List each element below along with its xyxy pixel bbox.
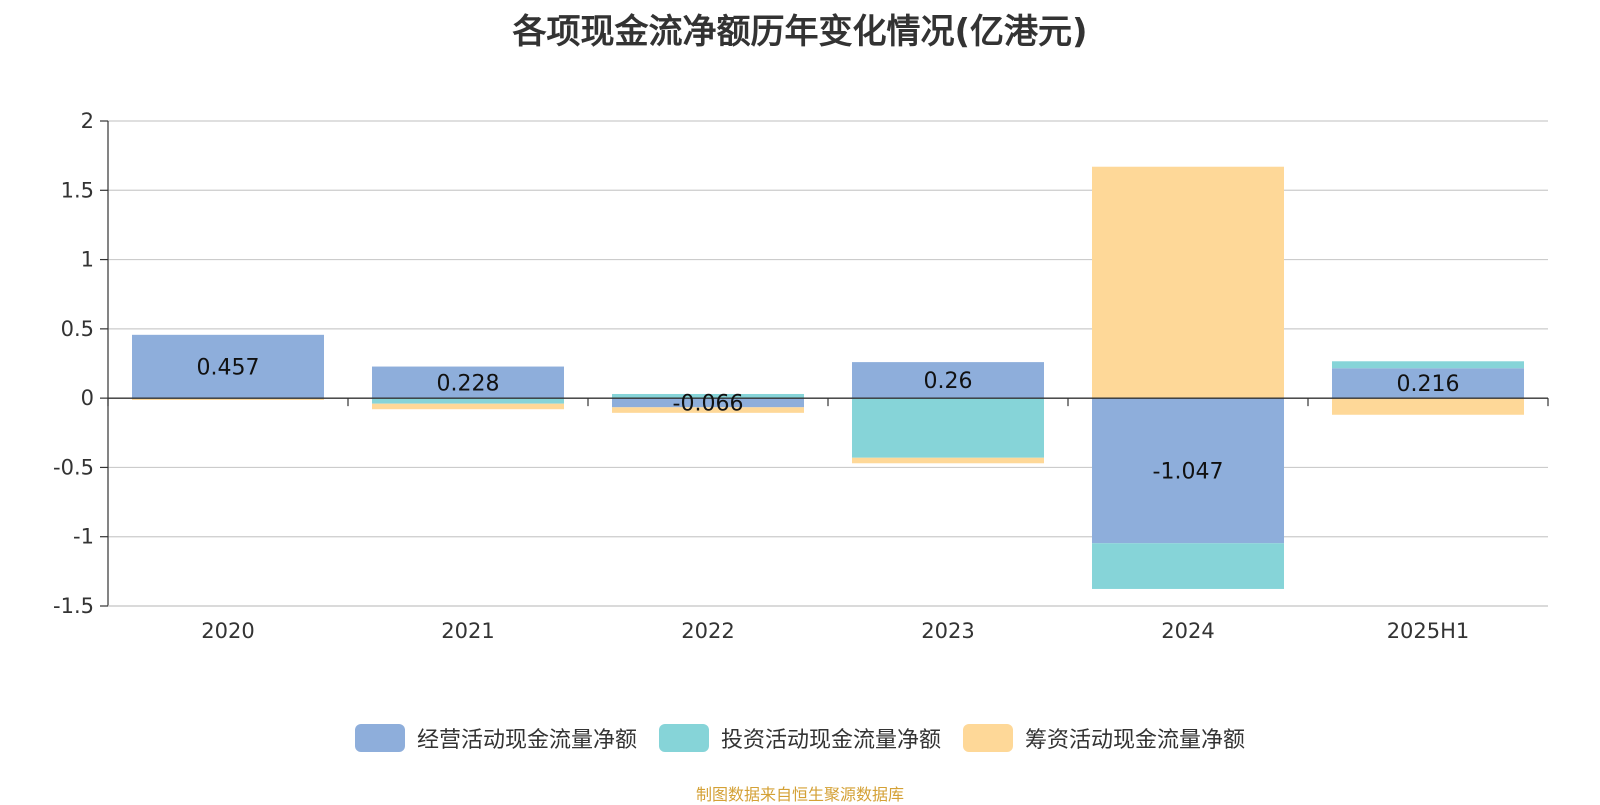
x-tick-label: 2024 <box>1161 619 1214 643</box>
x-tick-label: 2021 <box>441 619 494 643</box>
legend-swatch-financing <box>963 724 1013 752</box>
bar-2023-series-0 <box>852 362 1044 399</box>
x-tick-label: 2022 <box>681 619 734 643</box>
data-label: -0.066 <box>673 392 744 417</box>
bar-2024-series-0 <box>1092 398 1284 544</box>
bar-layer <box>132 166 1524 589</box>
bar-2020-series-2 <box>132 398 324 400</box>
legend-item-operating[interactable]: 经营活动现金流量净额 <box>354 722 637 754</box>
bar-2024-series-2 <box>1092 166 1284 399</box>
legend-swatch-operating <box>354 724 405 752</box>
y-tick-label: 0.5 <box>61 317 94 341</box>
bar-2025H1-series-0 <box>1332 368 1524 399</box>
bar-2021-series-0 <box>372 366 564 399</box>
chart-plot: 2 1.5 1 0.5 0 -0.5 -1 -1.5 2020 2021 2022 2023 2024… <box>53 109 1549 643</box>
bar-2025H1-series-1 <box>1332 361 1524 369</box>
source-note: 制图数据来自恒生聚源数据库 <box>695 785 904 804</box>
legend-label-operating: 经营活动现金流量净额 <box>416 728 637 753</box>
bar-2023-series-1 <box>852 398 1044 458</box>
y-tick-label: -0.5 <box>53 455 94 479</box>
data-label: -1.047 <box>1153 460 1224 485</box>
axes: 2 1.5 1 0.5 0 -0.5 -1 -1.5 <box>53 109 1549 618</box>
legend-item-investing[interactable]: 投资活动现金流量净额 <box>658 722 941 754</box>
bar-2022-series-0 <box>612 398 804 408</box>
chart-title: 各项现金流净额历年变化情况(亿港元) <box>512 12 1088 52</box>
x-tick-label: 2020 <box>201 619 254 643</box>
bar-2020-series-0 <box>132 334 324 399</box>
x-tick-label: 2023 <box>921 619 974 643</box>
legend-label-financing: 筹资活动现金流量净额 <box>1025 728 1246 753</box>
y-tick-label: 1.5 <box>61 178 94 202</box>
legend-swatch-investing <box>658 724 709 752</box>
y-tick-label: -1 <box>73 525 94 549</box>
bar-2021-series-1 <box>372 398 564 404</box>
y-tick-label: -1.5 <box>53 594 94 618</box>
bar-2024-series-1 <box>1092 543 1284 589</box>
x-tick-label: 2025H1 <box>1387 619 1470 643</box>
y-tick-label: 2 <box>81 109 94 133</box>
y-tick-label: 0 <box>81 386 94 410</box>
bar-2022-series-2 <box>612 407 804 413</box>
bar-2023-series-2 <box>852 457 1044 464</box>
bar-2025H1-series-2 <box>1332 398 1524 415</box>
legend-item-financing[interactable]: 筹资活动现金流量净额 <box>963 722 1245 754</box>
legend: 经营活动现金流量净额 投资活动现金流量净额 筹资活动现金流量净额 <box>0 722 1600 754</box>
data-label: 0.216 <box>1397 372 1460 397</box>
data-label: 0.228 <box>437 371 500 396</box>
data-label: 0.26 <box>924 369 973 394</box>
bar-2021-series-2 <box>372 403 564 410</box>
bar-2022-series-1 <box>612 393 804 399</box>
label-layer: 2020 2021 2022 2023 2024 2025H1 0.457 0.228 -0.0… <box>197 355 1470 643</box>
legend-label-investing: 投资活动现金流量净额 <box>720 728 941 753</box>
data-label: 0.457 <box>197 355 260 380</box>
y-tick-label: 1 <box>81 248 94 272</box>
